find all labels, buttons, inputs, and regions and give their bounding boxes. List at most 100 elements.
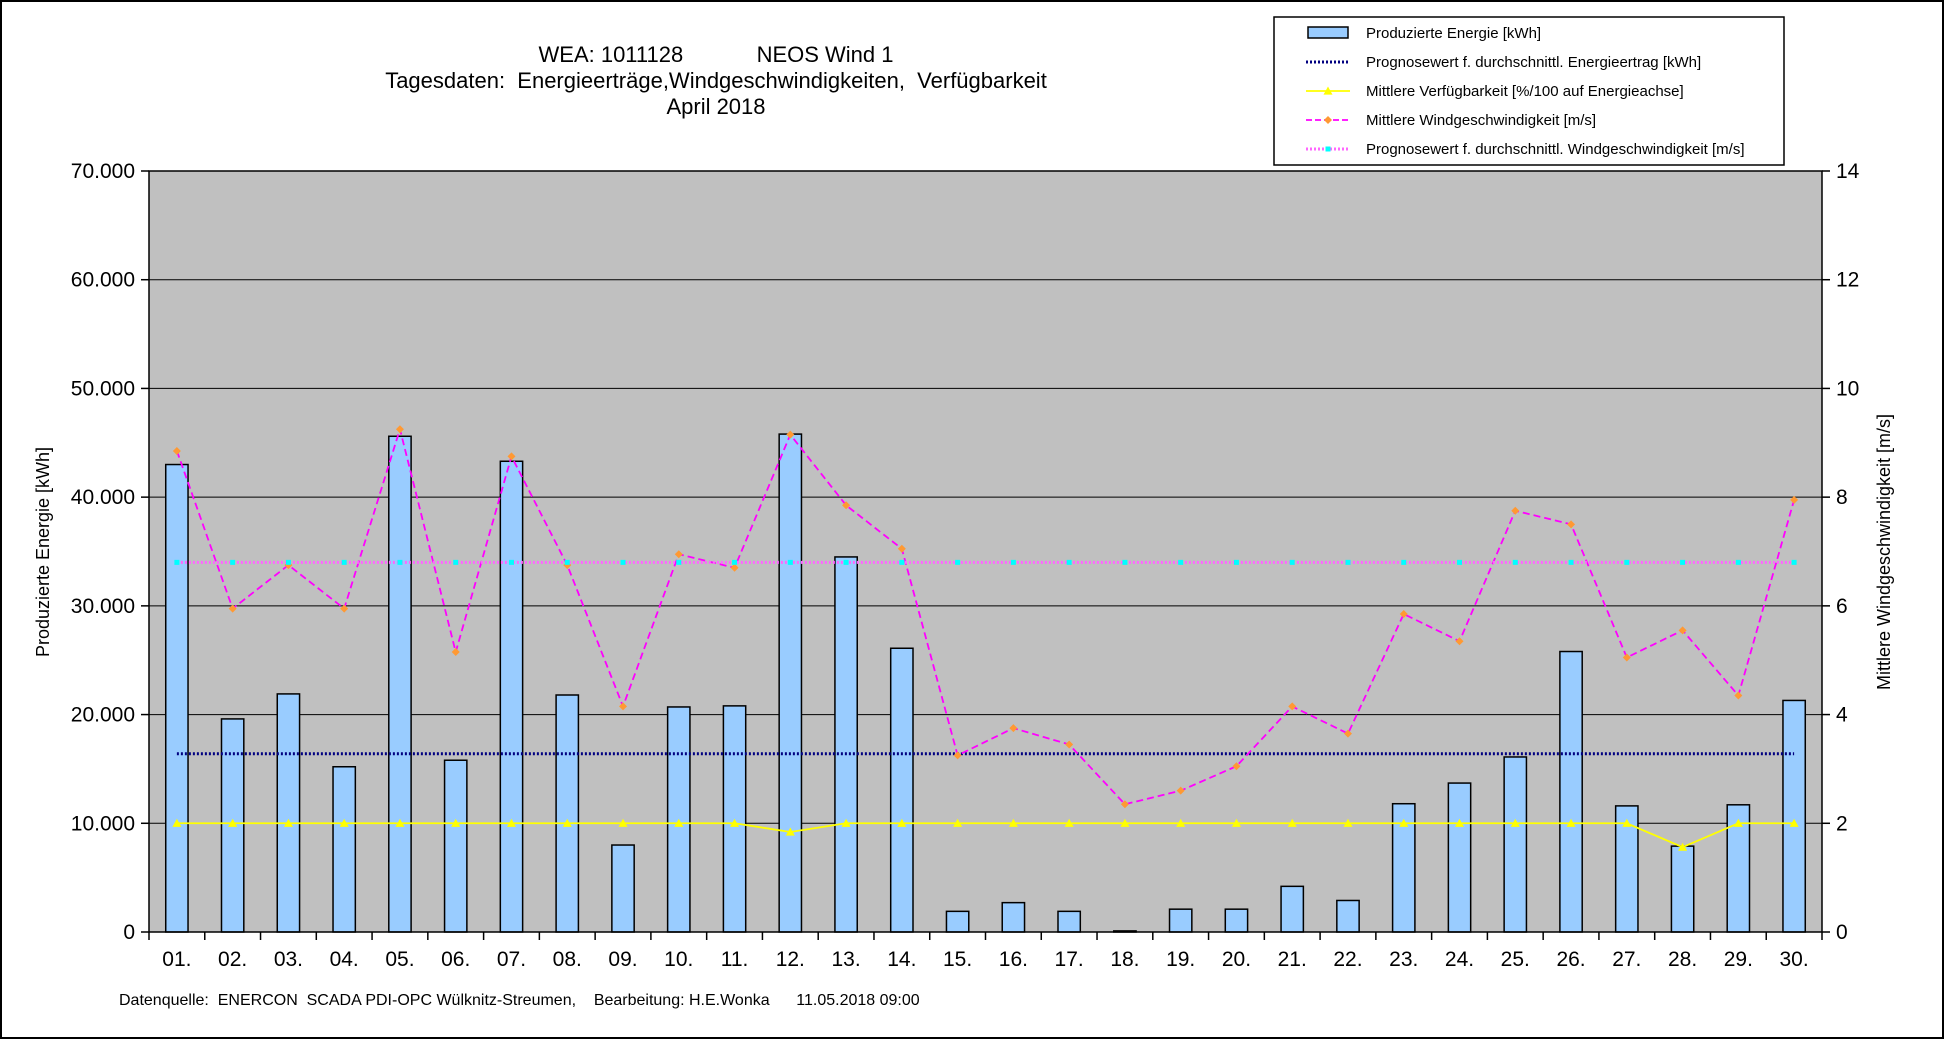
series-line [176,425,1795,806]
y-axis-right-title: Mittlere Windgeschwindigkeit [m/s] [1874,414,1894,690]
line-marker [397,559,403,565]
line-marker [228,818,238,827]
x-tick-label: 18. [1110,948,1139,971]
line-marker [786,430,795,439]
line-marker [953,818,963,827]
bar [1168,908,1193,933]
x-tick-label: 05. [385,948,414,971]
line-marker [1178,559,1184,565]
line-marker [507,452,516,461]
x-tick-label: 11. [721,948,749,971]
line-marker [1324,116,1332,124]
line-marker [174,559,180,565]
bar [388,435,412,933]
line-marker [1120,800,1129,809]
series-line [176,822,1795,849]
y-right-tick-label: 6 [1836,595,1848,618]
x-axis: 01. 02. 03. 04. 05. 06. 07. 08. 09. 10. 11. 12. 13. 1… [148,932,1823,971]
line-marker [841,818,851,827]
plot-background [149,171,1822,932]
y-left-tick-label: 60.000 [71,269,135,292]
line-marker [1624,559,1630,565]
line-marker [1678,842,1688,851]
chart-title-line-3: April 2018 [666,94,765,119]
line-marker [1176,786,1185,795]
bar [1670,845,1695,933]
line-marker [1288,702,1297,711]
line-marker [674,818,684,827]
x-tick-label: 22. [1333,948,1362,971]
line-marker [1399,610,1408,619]
line-marker [453,559,459,565]
line-marker [1568,559,1574,565]
line-marker [1120,818,1130,827]
y-right-tick-label: 0 [1836,921,1848,944]
chart-title-line-2: Tagesdaten: Energieerträge,Windgeschwind… [385,68,1047,93]
line-marker [953,751,962,760]
y-axis-left-title: Produzierte Energie [kWh] [33,447,53,657]
bar [1224,908,1249,933]
line-marker [730,563,739,572]
line-marker [1510,818,1520,827]
line-marker [1009,724,1018,733]
line-marker [562,818,572,827]
line-marker [1399,818,1409,827]
legend-label: Mittlere Windgeschwindigkeit [m/s] [1366,112,1596,129]
x-tick-label: 27. [1612,948,1641,971]
bar [1559,650,1583,933]
x-tick-label: 09. [608,948,637,971]
y-left-tick-label: 70.000 [71,160,135,183]
x-tick-label: 02. [218,948,247,971]
y-axis-right: 0 2 4 6 8 10 12 14 [1822,160,1860,944]
bar [164,463,189,933]
x-tick-label: 15. [943,948,972,971]
line-marker [1622,818,1632,827]
line-marker [285,559,291,565]
x-tick-label: 29. [1724,948,1753,971]
line-marker [1064,818,1074,827]
line-marker [1789,818,1799,827]
y-right-tick-label: 14 [1836,160,1860,183]
line-marker [842,501,851,510]
line-marker [451,648,460,657]
line-marker [1287,818,1297,827]
line-marker [674,550,683,559]
y-left-tick-label: 30.000 [71,595,135,618]
line-marker [1511,506,1520,515]
line-marker [1455,637,1464,646]
chart-title-line-1: WEA: 1011128 NEOS Wind 1 [539,42,894,67]
x-tick-label: 01. [162,948,191,971]
x-tick-label: 28. [1668,948,1697,971]
legend-swatch [1307,26,1349,39]
bar [443,759,468,933]
line-marker [1512,559,1518,565]
x-tick-label: 23. [1389,948,1418,971]
bar [276,693,301,933]
line-marker [1790,495,1799,504]
bar [889,647,914,933]
x-tick-label: 20. [1222,948,1251,971]
line-marker [1457,559,1463,565]
line-marker [1401,559,1407,565]
line-marker [897,818,907,827]
line-marker [1289,559,1295,565]
legend-box [1273,16,1785,166]
line-marker [395,425,404,434]
line-marker [732,559,738,565]
y-left-tick-label: 40.000 [71,486,135,509]
x-tick-label: 25. [1501,948,1530,971]
bar [611,844,635,933]
y-left-tick-label: 50.000 [71,377,135,400]
line-marker [341,559,347,565]
bar [1336,899,1360,933]
line-marker [1791,559,1797,565]
line-marker [506,818,516,827]
y-right-tick-label: 10 [1836,377,1859,400]
legend-label: Prognosewert f. durchschnittl. Windgesch… [1366,141,1745,158]
x-tick-label: 19. [1166,948,1195,971]
legend: Produzierte Energie [kWh] Prognosewert f.… [1273,16,1785,166]
line-marker [1065,740,1074,749]
x-tick-label: 12. [776,948,805,971]
line-marker [1008,818,1018,827]
